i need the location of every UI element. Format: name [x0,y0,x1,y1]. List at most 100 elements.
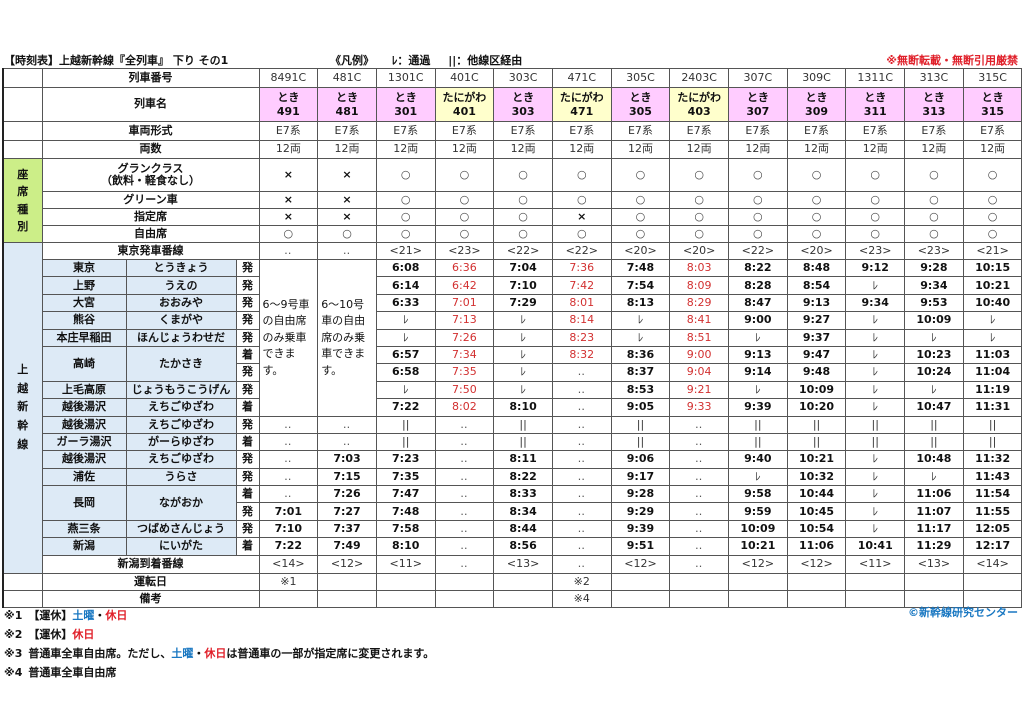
train-name-cell[interactable]: とき 301 [375,87,436,122]
legend-title: 《凡例》 [330,54,374,67]
pass-mark: ﾚ [845,276,906,295]
time-cell: 11:29 [904,537,964,556]
time-cell: 10:54 [786,519,847,539]
time-cell: 9:13 [728,345,788,365]
row-label: 備考 [41,589,260,608]
station-name-kanji: 燕三条 [41,519,127,539]
train-name-cell[interactable]: とき 307 [728,87,788,122]
pass-mark: ﾚ [493,380,553,400]
available-mark: ○ [845,158,906,192]
other-line-mark: || [962,415,1023,434]
available-mark: ○ [434,158,495,192]
track-number-cell: <23> [434,242,495,260]
train-name-cell[interactable]: とき 303 [493,87,553,122]
train-name-cell[interactable]: とき 313 [904,87,964,122]
train-name: とき [336,90,359,104]
train-name-cell[interactable]: とき 305 [610,87,671,122]
available-mark: ○ [610,225,671,243]
train-go: 401 [452,104,476,118]
train-cars-cell: 12両 [904,140,964,159]
train-name-cell[interactable]: とき 309 [786,87,847,122]
row-label: 東京発車番線 [41,242,260,260]
departure-marker: 発 [235,293,260,313]
train-car-cell: E7系 [669,121,729,141]
station-name-kanji: 新潟 [41,537,127,556]
no-service-mark: ‥ [258,450,319,469]
train-name-cell[interactable]: とき 315 [962,87,1023,122]
train-name-cell[interactable]: たにがわ 471 [551,87,612,122]
train-name-cell[interactable]: とき 311 [845,87,906,122]
train-car-cell: E7系 [962,121,1023,141]
station-row: 浦佐 うらさ発 ‥ 7:15 7:35 ‥ 8:22 ‥ 9:17 ‥ ﾚ 10:32 ﾚﾚ 11:43 [3,467,1023,487]
time-cell: 7:58 [375,519,436,539]
station-name-kanji: 東京 [41,258,127,278]
train-car-cell: E7系 [258,121,319,141]
train-name-cell[interactable]: とき 491 [258,87,319,122]
note-ref-cell [845,589,906,608]
train-number-cell: 481C [317,68,377,88]
train-name: とき [394,90,417,104]
track-number-cell: <11> [375,554,436,574]
no-service-mark: ‥ [434,537,495,556]
note-ref-cell: ※4 [551,589,612,608]
station-name-kanji: 熊谷 [41,311,127,330]
train-cars-cell: 12両 [434,140,495,159]
train-cars-cell: 12両 [728,140,788,159]
available-mark: ○ [904,208,964,226]
time-cell: 7:35 [375,467,436,487]
time-cell: 10:20 [786,398,847,417]
track-number-cell: <20> [786,242,847,260]
track-number-cell: <22> [493,242,553,260]
pass-mark: ﾚ [845,398,906,417]
available-mark: ○ [962,208,1023,226]
train-name-cell[interactable]: たにがわ 401 [434,87,495,122]
time-cell: 7:37 [317,519,377,539]
station-name-kanji: ガーラ湯沢 [41,432,127,452]
time-cell: 11:17 [904,519,964,539]
note-ref-cell [258,589,319,608]
train-name: とき [746,90,769,104]
train-car-cell: E7系 [786,121,847,141]
available-mark: ○ [904,158,964,192]
time-cell: 7:34 [434,345,495,365]
time-cell: 12:17 [962,537,1023,556]
track-number-cell: ‥ [317,242,377,260]
track-number-cell: <23> [845,242,906,260]
train-car-cell: E7系 [317,121,377,141]
time-cell: 8:14 [551,311,612,330]
train-name: とき [922,90,945,104]
train-car-cell: E7系 [845,121,906,141]
time-cell: 10:09 [904,311,964,330]
time-cell: 8:22 [728,258,788,278]
station-row: 越後湯沢 えちごゆざわ発 ‥ 7:03 7:23 ‥ 8:11 ‥ 9:06 ‥ 9:40 10:21… [3,450,1023,469]
time-cell: 7:22 [375,398,436,417]
station-name-kanji: 越後湯沢 [41,398,127,417]
note-ref-cell [434,572,495,591]
time-cell: 9:34 [904,276,964,295]
train-cars-cell: 12両 [786,140,847,159]
unavailable-mark: × [317,158,377,192]
time-cell: 8:23 [551,328,612,347]
time-cell: 9:39 [610,519,671,539]
other-line-mark: || [786,432,847,452]
train-go: 311 [863,104,887,118]
available-mark: ○ [845,191,906,209]
footnotes: ※1 【運休】土曜・休日 ※2 【運休】休日 ※3 普通車全車自由席。ただし、土曜・休日は… [4,606,434,682]
pass-mark: ﾚ [610,328,671,347]
train-name-cell[interactable]: たにがわ 403 [669,87,729,122]
available-mark: ○ [669,191,729,209]
note-ref-cell [904,572,964,591]
available-mark: ○ [786,158,847,192]
train-name-cell[interactable]: とき 481 [317,87,377,122]
unavailable-mark: × [258,191,319,209]
available-mark: ○ [962,158,1023,192]
gran-class-label: グランクラス [117,161,184,175]
no-service-mark: ‥ [669,415,729,434]
no-service-mark: ‥ [669,432,729,452]
no-service-mark: ‥ [551,537,612,556]
time-cell: 8:11 [493,450,553,469]
station-name-kanji: 本庄早稲田 [41,328,127,347]
time-cell: 8:48 [786,258,847,278]
pass-mark: ﾚ [845,363,906,382]
no-service-mark: ‥ [317,432,377,452]
